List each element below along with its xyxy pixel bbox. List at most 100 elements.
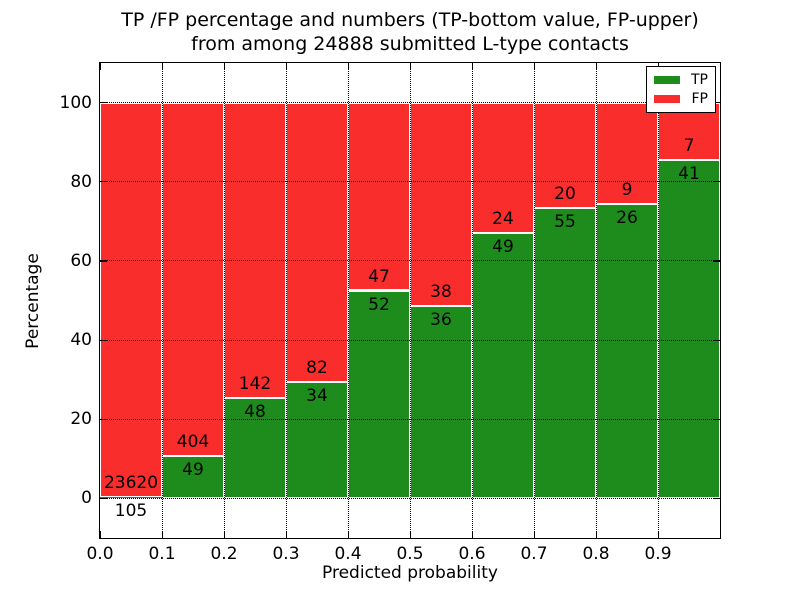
x-tick-mark-top — [347, 63, 349, 70]
legend-entry-tp: TP — [647, 72, 715, 88]
tp-count-label: 105 — [114, 500, 148, 521]
x-gridline — [471, 63, 473, 538]
tp-count-label: 26 — [616, 208, 638, 229]
y-tick-mark — [100, 181, 107, 183]
x-tick-mark — [223, 531, 225, 538]
x-gridline — [285, 63, 287, 538]
fp-bar-segment — [224, 102, 286, 399]
x-tick-label: 0.6 — [458, 544, 486, 564]
x-tick-label: 0.8 — [582, 544, 610, 564]
fp-bar-segment — [162, 102, 224, 456]
tp-bar-segment — [596, 204, 658, 499]
x-tick-mark-top — [595, 63, 597, 70]
tp-count-label: 34 — [306, 386, 328, 407]
fp-color-swatch — [654, 95, 680, 103]
x-gridline — [161, 63, 163, 538]
x-tick-mark-top — [409, 63, 411, 70]
tp-bar-segment — [100, 496, 162, 499]
chart-title-line2: from among 24888 submitted L-type contac… — [191, 33, 629, 55]
x-tick-mark — [99, 531, 101, 538]
fp-count-label: 23620 — [103, 472, 159, 493]
fp-bar-segment — [534, 102, 596, 209]
x-tick-mark — [595, 531, 597, 538]
y-tick-mark-right — [713, 102, 720, 104]
y-tick-label: 60 — [70, 250, 92, 271]
tp-bar-segment — [410, 305, 472, 499]
x-tick-mark-top — [471, 63, 473, 70]
y-tick-label: 100 — [59, 92, 92, 113]
y-tick-label: 0 — [81, 488, 92, 509]
fp-bar-segment — [472, 102, 534, 233]
y-tick-mark-right — [713, 339, 720, 341]
y-tick-mark — [100, 418, 107, 420]
fp-count-label: 20 — [554, 184, 576, 205]
fp-count-label: 24 — [492, 208, 514, 229]
x-tick-mark-top — [285, 63, 287, 70]
tp-bar-segment — [224, 398, 286, 499]
tp-count-label: 48 — [244, 402, 266, 423]
fp-count-label: 142 — [238, 374, 272, 395]
fp-count-label: 7 — [683, 136, 695, 157]
x-gridline — [347, 63, 349, 538]
x-axis-label: Predicted probability — [322, 563, 498, 583]
fp-count-label: 38 — [430, 281, 452, 302]
x-tick-mark-top — [161, 63, 163, 70]
x-gridline — [657, 63, 659, 538]
x-tick-label: 0.4 — [334, 544, 362, 564]
y-tick-mark-right — [713, 497, 720, 500]
x-tick-mark — [533, 531, 535, 538]
fp-bar-segment — [348, 102, 410, 291]
fp-count-label: 47 — [368, 266, 390, 287]
y-tick-label: 20 — [70, 409, 92, 430]
y-tick-mark — [100, 497, 107, 500]
x-tick-mark — [471, 531, 473, 538]
tp-bar-segment — [162, 455, 224, 499]
x-tick-mark — [285, 531, 287, 538]
x-tick-label: 0.9 — [644, 544, 672, 564]
y-axis-label: Percentage — [23, 253, 43, 349]
y-tick-mark — [100, 339, 107, 341]
y-tick-mark-right — [713, 181, 720, 183]
fp-count-label: 9 — [621, 180, 633, 201]
tp-count-label: 41 — [678, 164, 700, 185]
chart-title: TP /FP percentage and numbers (TP-bottom… — [100, 8, 720, 56]
fp-count-label: 82 — [306, 358, 328, 379]
tp-bar-segment — [534, 208, 596, 499]
tp-count-label: 36 — [430, 309, 452, 330]
x-tick-label: 0.3 — [272, 544, 300, 564]
x-tick-mark — [347, 531, 349, 538]
fp-bar-segment — [410, 102, 472, 306]
tp-bar-segment — [286, 382, 348, 499]
x-tick-label: 0.0 — [86, 544, 114, 564]
y-tick-label: 40 — [70, 330, 92, 351]
legend: TP FP — [646, 66, 716, 113]
tp-bar-segment — [348, 290, 410, 499]
x-tick-label: 0.2 — [210, 544, 238, 564]
chart-title-line1: TP /FP percentage and numbers (TP-bottom… — [121, 9, 699, 31]
x-tick-mark-top — [223, 63, 225, 70]
x-tick-label: 0.7 — [520, 544, 548, 564]
legend-label-tp: TP — [691, 72, 708, 88]
fp-count-label: 404 — [176, 431, 210, 452]
tp-bar-segment — [472, 232, 534, 499]
x-tick-label: 0.1 — [148, 544, 176, 564]
x-tick-mark — [409, 531, 411, 538]
fp-bar-segment — [596, 102, 658, 205]
x-gridline — [533, 63, 535, 538]
tp-count-label: 49 — [492, 236, 514, 257]
x-tick-label: 0.5 — [396, 544, 424, 564]
x-tick-mark — [657, 531, 659, 538]
tp-bar-segment — [658, 160, 720, 499]
y-tick-mark-right — [713, 418, 720, 420]
fp-bar-segment — [286, 102, 348, 383]
x-tick-mark — [161, 531, 163, 538]
fp-bar-segment — [100, 102, 162, 497]
tp-count-label: 55 — [554, 212, 576, 233]
x-gridline — [595, 63, 597, 538]
x-gridline — [223, 63, 225, 538]
x-gridline — [409, 63, 411, 538]
x-tick-mark-top — [533, 63, 535, 70]
tp-count-label: 49 — [182, 459, 204, 480]
x-tick-mark-top — [99, 63, 101, 70]
